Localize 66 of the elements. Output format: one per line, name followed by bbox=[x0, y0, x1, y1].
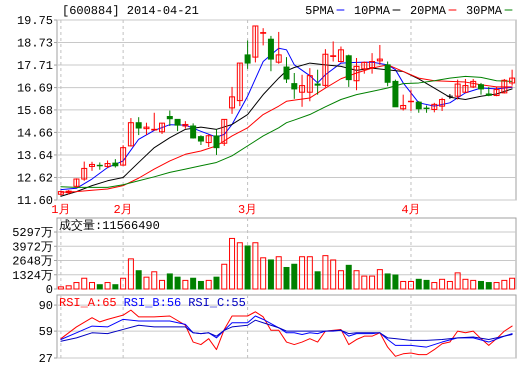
series-label: RSI_A:65 bbox=[59, 296, 117, 310]
chart-title: [600884] 2014-04-21 bbox=[62, 4, 199, 18]
bar bbox=[392, 274, 398, 290]
bar bbox=[206, 280, 212, 290]
bar bbox=[354, 270, 360, 290]
y-tick-label: 14.66 bbox=[16, 126, 53, 140]
bar bbox=[314, 271, 321, 290]
bar bbox=[376, 269, 383, 290]
x-tick-label: 1月 bbox=[51, 203, 70, 217]
y-tick-label: 2648万 bbox=[12, 254, 53, 269]
bar bbox=[96, 284, 103, 290]
y-tick-label: 27 bbox=[38, 352, 53, 365]
y-tick-label: 17.71 bbox=[16, 59, 53, 74]
bar bbox=[198, 280, 204, 290]
bar bbox=[128, 258, 134, 290]
x-tick-label: 2月 bbox=[114, 203, 133, 217]
bar bbox=[136, 270, 142, 290]
y-tick-label: 59 bbox=[38, 325, 53, 340]
y-tick-label: 18.73 bbox=[16, 36, 53, 51]
bar bbox=[213, 276, 220, 290]
legend-label: 20PMA bbox=[410, 4, 447, 18]
y-tick-label: 3972万 bbox=[12, 240, 53, 254]
bar bbox=[104, 282, 111, 290]
bar bbox=[306, 256, 313, 290]
y-tick-label: 16.69 bbox=[16, 82, 53, 96]
x-tick-label: 4月 bbox=[401, 203, 421, 217]
bar bbox=[89, 282, 96, 290]
bar bbox=[346, 264, 352, 290]
bar bbox=[400, 280, 406, 290]
bar bbox=[338, 270, 344, 290]
annotation: 成交量:11566490 bbox=[59, 218, 160, 233]
bar bbox=[244, 245, 251, 290]
line-series bbox=[60, 310, 513, 357]
y-tick-label: 13.64 bbox=[16, 148, 53, 163]
line-series bbox=[60, 316, 513, 348]
legend-label: 10PMA bbox=[354, 4, 391, 18]
y-tick-label: 12.62 bbox=[16, 171, 53, 186]
bar bbox=[159, 280, 166, 290]
bar bbox=[276, 256, 282, 290]
series-label: RSI_B:56 bbox=[124, 296, 182, 310]
y-tick-label: 90 bbox=[38, 299, 53, 314]
y-tick-label: 11.60 bbox=[16, 194, 53, 208]
bar bbox=[291, 264, 298, 290]
bar bbox=[299, 256, 306, 290]
bar bbox=[236, 242, 243, 290]
bar bbox=[408, 280, 414, 290]
bar bbox=[190, 278, 196, 290]
legend-label: 30PMA bbox=[466, 4, 503, 18]
x-tick-label: 3月 bbox=[238, 203, 258, 217]
legend-label: 5PMA bbox=[305, 4, 335, 18]
bar bbox=[486, 282, 492, 290]
y-tick-label: 0 bbox=[46, 283, 53, 297]
y-tick-label: 5297万 bbox=[12, 226, 53, 240]
y-tick-label: 19.75 bbox=[16, 14, 53, 28]
bar bbox=[120, 278, 126, 290]
y-tick-label: 1324万 bbox=[12, 268, 53, 283]
bar bbox=[478, 280, 484, 290]
bar bbox=[384, 273, 391, 290]
bar bbox=[182, 280, 188, 290]
bar bbox=[284, 266, 290, 290]
bar bbox=[268, 259, 274, 290]
series-label: RSI_C:55 bbox=[188, 296, 246, 310]
y-tick-label: 15.68 bbox=[16, 104, 53, 118]
bar bbox=[494, 282, 500, 290]
line-series bbox=[60, 320, 513, 342]
bar bbox=[112, 284, 118, 290]
